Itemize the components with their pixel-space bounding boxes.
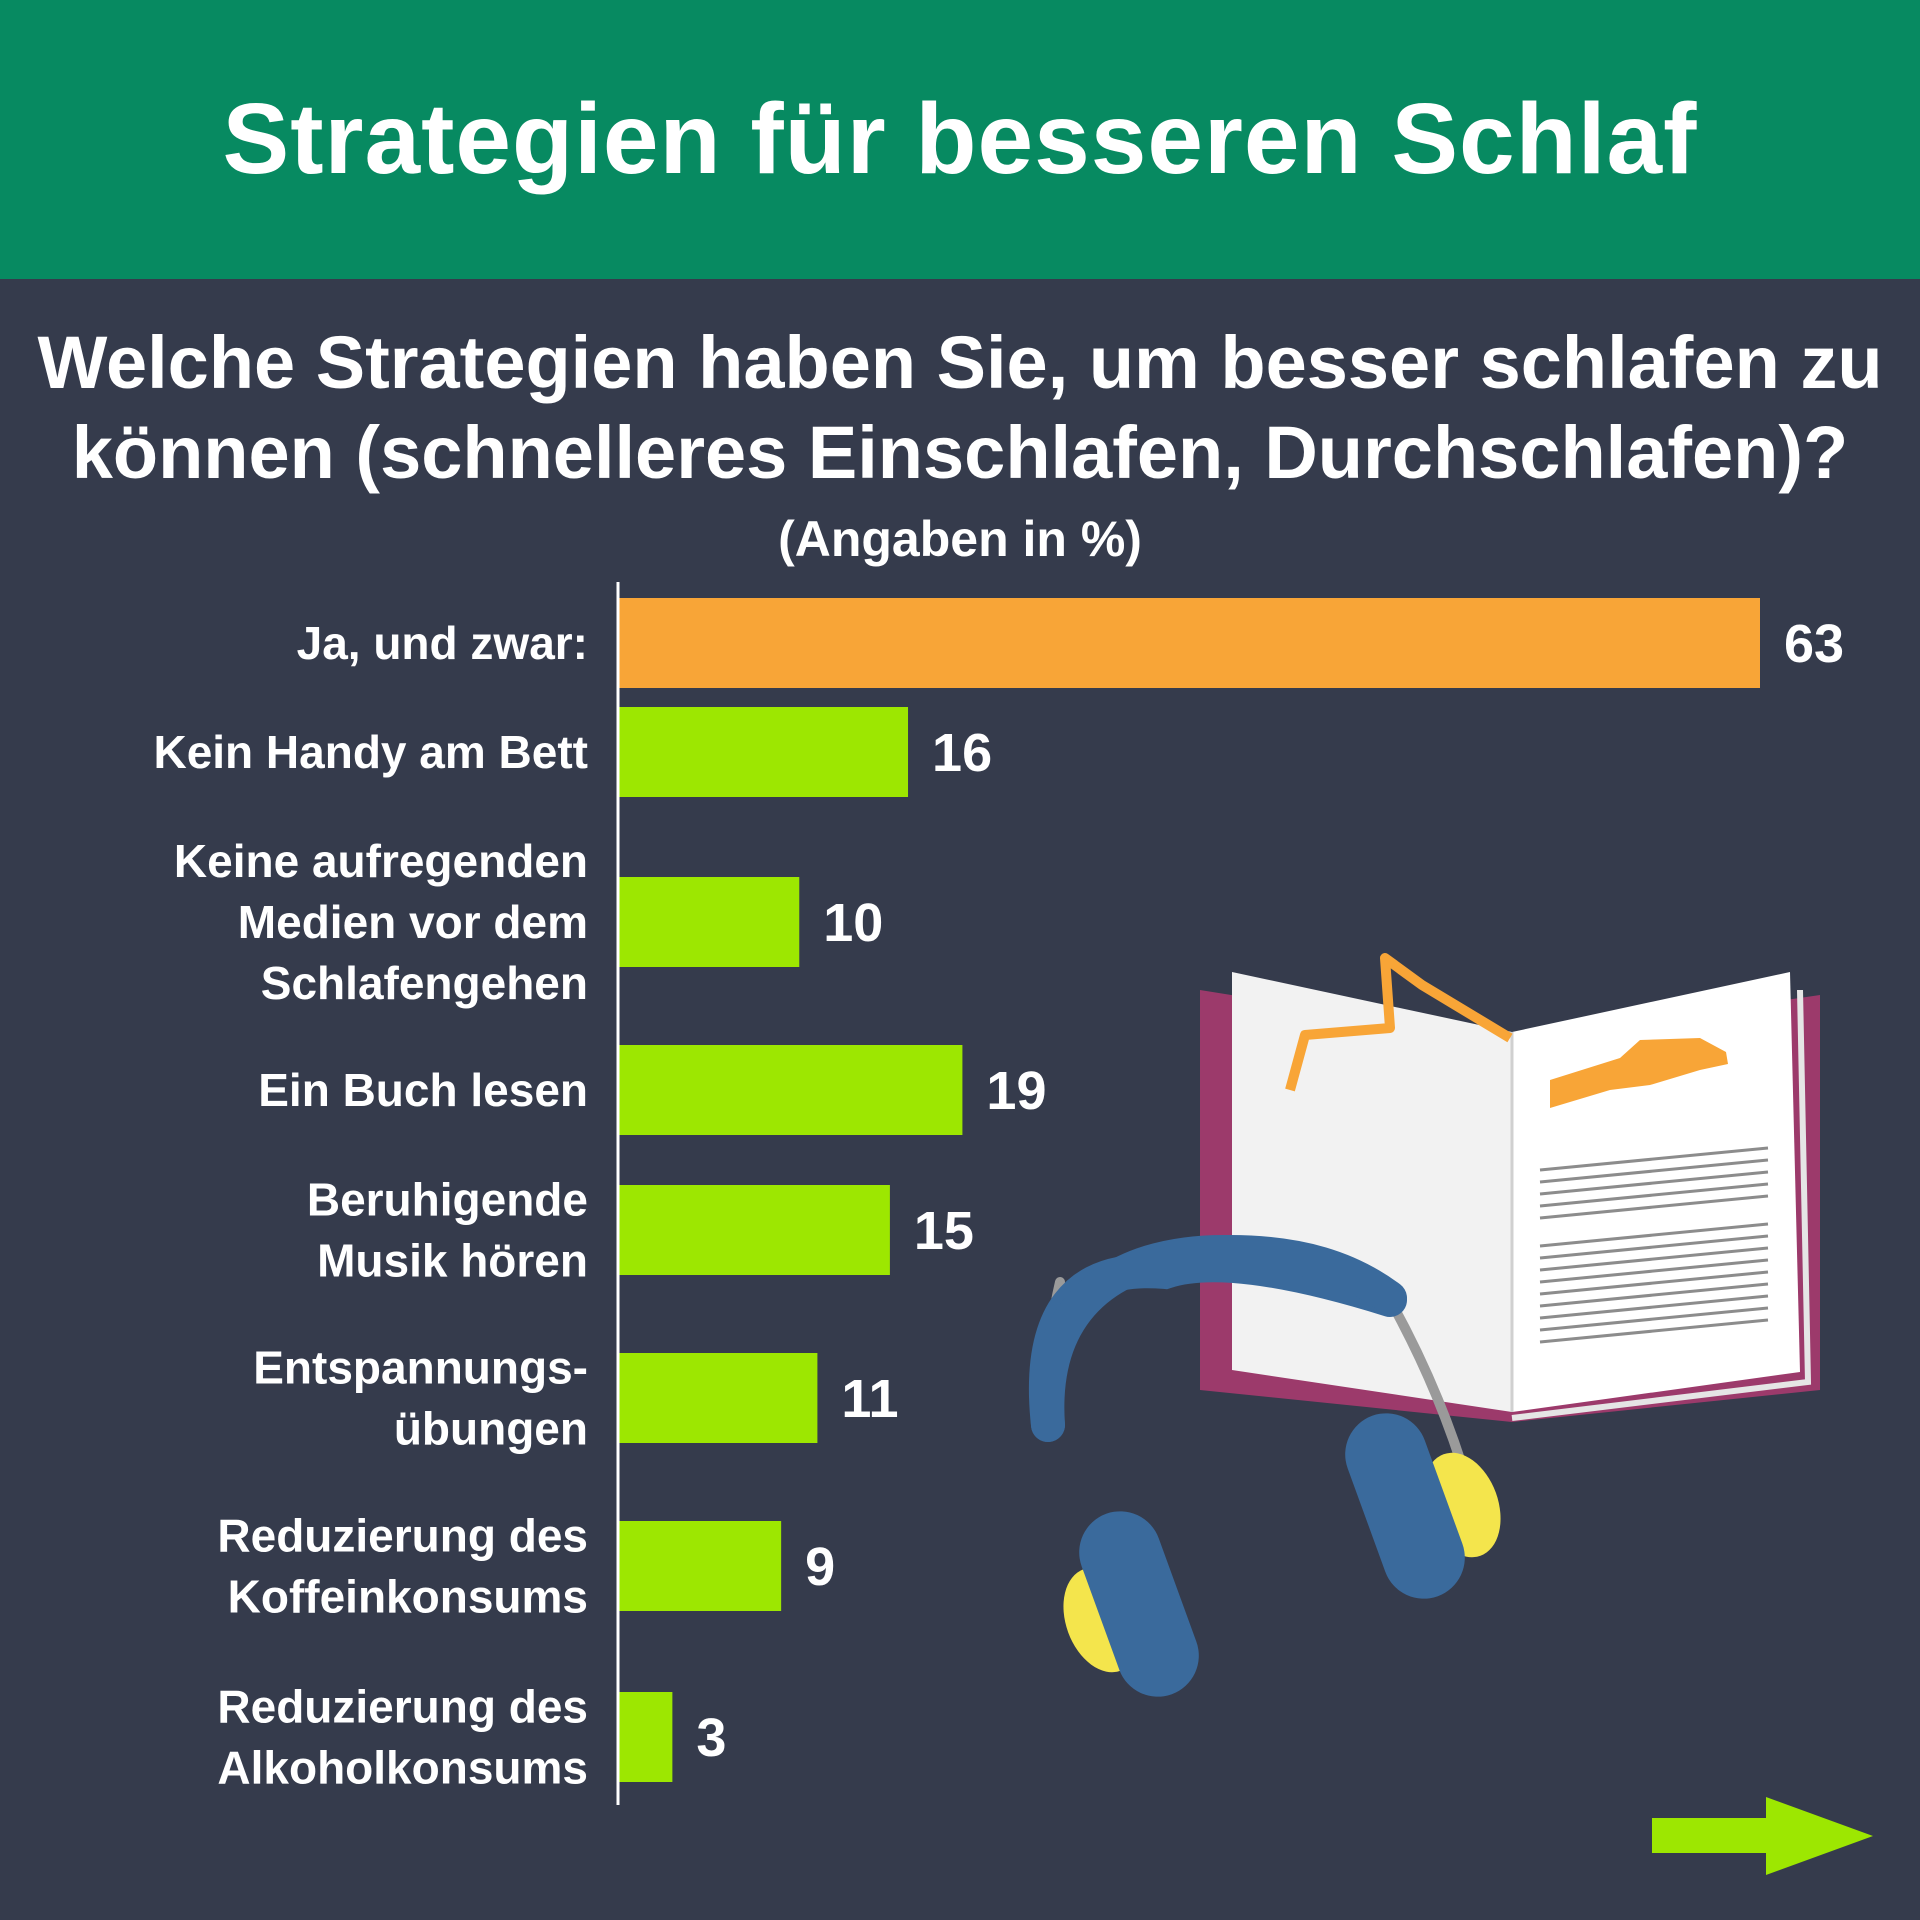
bar — [618, 1521, 782, 1611]
category-label-line: Kein Handy am Bett — [153, 726, 588, 778]
data-label: 19 — [986, 1061, 1046, 1121]
bar — [618, 707, 909, 797]
chart-title: Welche Strategien haben Sie, um besser s… — [0, 318, 1920, 498]
category-label-line: Medien vor dem — [238, 896, 588, 948]
category-label: Entspannungs-übungen — [253, 1342, 588, 1455]
bar — [618, 1692, 673, 1782]
category-label: Keine aufregenden Medien vor dem Schlafeng… — [174, 835, 588, 1009]
data-label: 10 — [823, 893, 883, 953]
category-label-line: Schlafengehen — [261, 957, 588, 1009]
bar — [618, 598, 1760, 688]
data-label: 63 — [1784, 614, 1844, 674]
category-label-line: Entspannungs- — [253, 1342, 588, 1394]
chart-subtitle: (Angaben in %) — [778, 511, 1142, 567]
category-label-line: Koffeinkonsums — [228, 1571, 588, 1623]
category-label-line: übungen — [394, 1403, 588, 1455]
bar — [618, 877, 800, 967]
book-icon — [1200, 953, 1820, 1422]
category-label: Kein Handy am Bett — [153, 726, 588, 778]
data-label: 3 — [696, 1708, 726, 1768]
chart-title-line: können (schnelleres Einschlafen, Durchsc… — [71, 411, 1849, 494]
bar — [618, 1353, 818, 1443]
category-label-line: Reduzierung des — [217, 1510, 588, 1562]
headphones-icon — [1028, 1234, 1501, 1697]
data-label: 11 — [841, 1369, 898, 1429]
category-label-line: Ja, und zwar: — [297, 617, 588, 669]
category-label-line: Keine aufregenden — [174, 835, 588, 887]
category-label-line: Reduzierung des — [217, 1681, 588, 1733]
bar — [618, 1045, 963, 1135]
header-banner: Strategien für besseren Schlaf — [0, 0, 1920, 279]
category-label: Reduzierung des Koffeinkonsums — [217, 1510, 588, 1623]
category-label-line: Ein Buch lesen — [258, 1064, 588, 1116]
category-label-line: Musik hören — [317, 1235, 588, 1287]
category-label: Reduzierung des Alkoholkonsums — [217, 1681, 588, 1794]
category-label: Ein Buch lesen — [258, 1064, 588, 1116]
data-label: 9 — [805, 1537, 835, 1597]
category-label: Beruhigende Musik hören — [307, 1174, 588, 1287]
chart-title-line: Welche Strategien haben Sie, um besser s… — [37, 321, 1883, 404]
bar — [618, 1185, 890, 1275]
page-title: Strategien für besseren Schlaf — [222, 83, 1698, 195]
category-label: Ja, und zwar: — [297, 617, 588, 669]
data-label: 16 — [932, 723, 992, 783]
category-label-line: Beruhigende — [307, 1174, 588, 1226]
data-label: 15 — [914, 1201, 974, 1261]
category-label-line: Alkoholkonsums — [217, 1742, 588, 1794]
next-arrow-icon — [1652, 1797, 1873, 1875]
